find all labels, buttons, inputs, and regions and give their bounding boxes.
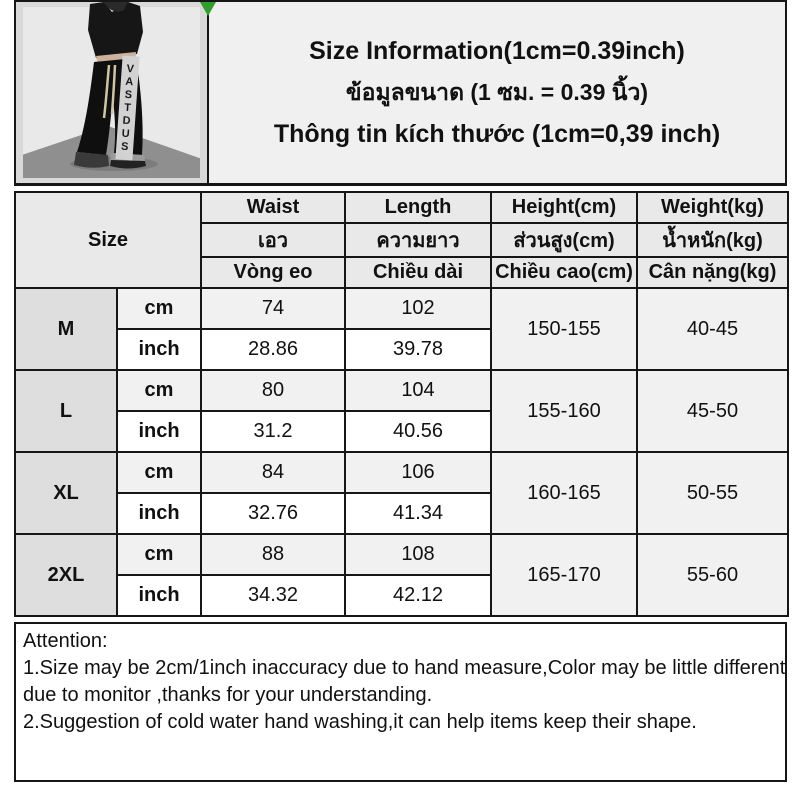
- col-header-waist-en: Waist: [200, 191, 346, 224]
- table-header-row-en: Size Waist Length Height(cm) Weight(kg): [14, 191, 789, 289]
- content-frame: VASTDUS Size Information(1cm=0.39inch) ข…: [14, 0, 789, 782]
- waist-inch-2xl: 34.32: [200, 574, 346, 617]
- length-cm-xl: 106: [344, 451, 492, 494]
- waist-inch-xl: 32.76: [200, 492, 346, 535]
- size-table: Size Waist Length Height(cm) Weight(kg) …: [14, 191, 789, 617]
- size-information-title: Size Information(1cm=0.39inch) ข้อมูลขนา…: [209, 2, 785, 183]
- unit-label-inch: inch: [116, 492, 202, 535]
- height-range-l: 155-160: [490, 369, 638, 453]
- table-row-2xl-inch: inch 34.32 42.12: [15, 574, 788, 617]
- attention-heading: Attention:: [23, 630, 108, 652]
- size-label-2xl: 2XL: [14, 533, 118, 617]
- product-photo: VASTDUS: [16, 2, 209, 183]
- col-header-length-en: Length: [344, 191, 492, 224]
- col-header-height-en: Height(cm): [490, 191, 638, 224]
- table-row-l-cm: L cm 80 104 155-160 45-50: [14, 369, 789, 453]
- size-header-cell: Size: [14, 191, 202, 289]
- unit-label-cm: cm: [116, 287, 202, 330]
- title-vietnamese: Thông tin kích thước (1cm=0,39 inch): [273, 119, 721, 148]
- table-header-row-th: เอว ความยาว ส่วนสูง(cm) น้ำหนัก(kg): [15, 222, 789, 258]
- length-cm-l: 104: [344, 369, 492, 412]
- unit-label-cm: cm: [116, 451, 202, 494]
- size-label-m: M: [14, 287, 118, 371]
- col-header-waist-vi: Vòng eo: [200, 256, 346, 289]
- waist-cm-l: 80: [200, 369, 346, 412]
- col-header-height-vi: Chiều cao(cm): [490, 256, 638, 289]
- waist-inch-m: 28.86: [200, 328, 346, 371]
- waist-cm-xl: 84: [200, 451, 346, 494]
- col-header-length-th: ความยาว: [344, 222, 492, 258]
- waist-cm-m: 74: [200, 287, 346, 330]
- unit-label-cm: cm: [116, 533, 202, 576]
- unit-label-cm: cm: [116, 369, 202, 412]
- table-row-m-inch: inch 28.86 39.78: [15, 328, 788, 371]
- table-header-row-vi: Vòng eo Chiều dài Chiều cao(cm) Cân nặng…: [15, 256, 789, 289]
- unit-label-inch: inch: [116, 574, 202, 617]
- col-header-weight-th: น้ำหนัก(kg): [636, 222, 789, 258]
- table-row-xl-cm: XL cm 84 106 160-165 50-55: [14, 451, 789, 535]
- table-row-xl-inch: inch 32.76 41.34: [15, 492, 788, 535]
- waist-cm-2xl: 88: [200, 533, 346, 576]
- table-row-2xl-cm: 2XL cm 88 108 165-170 55-60: [14, 533, 789, 617]
- length-inch-2xl: 42.12: [344, 574, 492, 617]
- weight-range-2xl: 55-60: [636, 533, 789, 617]
- waist-inch-l: 31.2: [200, 410, 346, 453]
- title-english: Size Information(1cm=0.39inch): [309, 36, 685, 65]
- col-header-weight-vi: Cân nặng(kg): [636, 256, 789, 289]
- attention-notes: Attention: 1.Size may be 2cm/1inch inacc…: [14, 622, 787, 782]
- title-thai: ข้อมูลขนาด (1 ซม. = 0.39 นิ้ว): [345, 78, 649, 105]
- col-header-weight-en: Weight(kg): [636, 191, 789, 224]
- table-row-m-cm: M cm 74 102 150-155 40-45: [14, 287, 789, 371]
- top-band: VASTDUS Size Information(1cm=0.39inch) ข…: [14, 0, 787, 186]
- col-header-height-th: ส่วนสูง(cm): [490, 222, 638, 258]
- attention-note-line: due to monitor ,thanks for your understa…: [23, 684, 433, 706]
- unit-label-inch: inch: [116, 410, 202, 453]
- height-range-m: 150-155: [490, 287, 638, 371]
- length-inch-xl: 41.34: [344, 492, 492, 535]
- length-cm-2xl: 108: [344, 533, 492, 576]
- weight-range-xl: 50-55: [636, 451, 789, 535]
- weight-range-l: 45-50: [636, 369, 789, 453]
- length-inch-l: 40.56: [344, 410, 492, 453]
- col-header-length-vi: Chiều dài: [344, 256, 492, 289]
- attention-note-line: 1.Size may be 2cm/1inch inaccuracy due t…: [23, 657, 786, 679]
- height-range-2xl: 165-170: [490, 533, 638, 617]
- model-silhouette-illustration: [70, 2, 158, 171]
- table-row-l-inch: inch 31.2 40.56: [15, 410, 788, 453]
- col-header-waist-th: เอว: [200, 222, 346, 258]
- unit-label-inch: inch: [116, 328, 202, 371]
- size-label-xl: XL: [14, 451, 118, 535]
- length-inch-m: 39.78: [344, 328, 492, 371]
- height-range-xl: 160-165: [490, 451, 638, 535]
- green-corner-marker-icon: [200, 2, 216, 16]
- weight-range-m: 40-45: [636, 287, 789, 371]
- length-cm-m: 102: [344, 287, 492, 330]
- attention-note-line: 2.Suggestion of cold water hand washing,…: [23, 711, 697, 733]
- size-label-l: L: [14, 369, 118, 453]
